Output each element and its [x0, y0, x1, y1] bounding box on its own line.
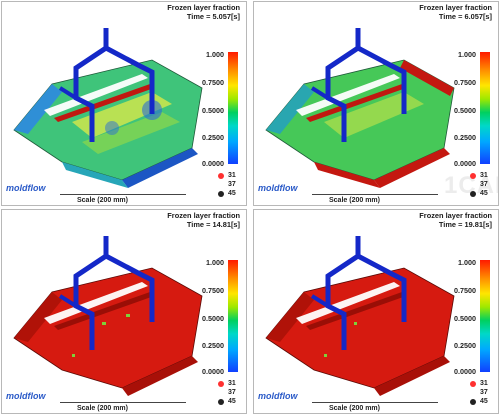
axis-value: 37	[228, 389, 236, 396]
result-title: Frozen layer fraction	[419, 211, 492, 220]
axis-dot-icon	[218, 173, 224, 179]
axis-value: 31	[480, 380, 488, 387]
legend-tick: 0.7500	[454, 78, 476, 87]
legend-tick: 0.5000	[454, 314, 476, 323]
legend-tick: 0.0000	[202, 367, 224, 376]
axis-value: 31	[228, 172, 236, 179]
scale-label: Scale (200 mm)	[329, 197, 380, 204]
scale-label: Scale (200 mm)	[329, 405, 380, 412]
legend-tick: 0.7500	[454, 286, 476, 295]
part-geometry	[265, 236, 455, 396]
legend-tick: 0.5000	[454, 106, 476, 115]
axis-value: 31	[480, 172, 488, 179]
axis-dot-icon	[470, 381, 476, 387]
part-geometry	[13, 28, 203, 188]
axis-dot-icon	[218, 381, 224, 387]
scale-label: Scale (200 mm)	[77, 197, 128, 204]
legend-tick: 0.0000	[454, 159, 476, 168]
result-title: Frozen layer fraction	[167, 3, 240, 12]
legend-tick: 1.000	[206, 258, 224, 267]
result-title: Frozen layer fraction	[419, 3, 492, 12]
orientation-triad: 31 37 45	[470, 380, 496, 412]
result-panel-1[interactable]: Frozen layer fraction Time = 5.057[s] 1.…	[1, 1, 247, 206]
axis-value: 45	[228, 398, 236, 405]
axis-dot-icon	[470, 399, 476, 405]
result-panel-2[interactable]: 1CAE.COM Frozen layer fraction Time = 6.…	[253, 1, 499, 206]
color-legend-bar	[228, 260, 238, 372]
legend-tick: 1.000	[206, 50, 224, 59]
legend-tick: 0.2500	[454, 341, 476, 350]
axis-dot-icon	[218, 191, 224, 197]
legend-tick: 0.2500	[202, 341, 224, 350]
color-legend-bar	[480, 260, 490, 372]
color-legend-bar	[480, 52, 490, 164]
time-label: Time = 6.057[s]	[438, 12, 492, 21]
axis-value: 37	[228, 181, 236, 188]
legend-tick: 0.5000	[202, 106, 224, 115]
moldflow-logo: moldflow	[6, 391, 46, 401]
axis-value: 37	[480, 181, 488, 188]
axis-value: 45	[480, 398, 488, 405]
axis-value: 45	[228, 190, 236, 197]
legend-tick: 0.7500	[202, 286, 224, 295]
moldflow-logo: moldflow	[258, 183, 298, 193]
axis-dot-icon	[470, 191, 476, 197]
part-geometry	[265, 28, 455, 188]
legend-tick: 1.000	[458, 50, 476, 59]
legend-tick: 0.2500	[454, 133, 476, 142]
result-title: Frozen layer fraction	[167, 211, 240, 220]
time-label: Time = 14.81[s]	[186, 220, 240, 229]
orientation-triad: 31 37 45	[218, 172, 244, 204]
axis-value: 45	[480, 190, 488, 197]
legend-tick: 0.7500	[202, 78, 224, 87]
orientation-triad: 31 37 45	[218, 380, 244, 412]
legend-tick: 0.0000	[202, 159, 224, 168]
legend-tick: 0.2500	[202, 133, 224, 142]
scale-line	[312, 194, 438, 195]
axis-value: 37	[480, 389, 488, 396]
axis-dot-icon	[470, 173, 476, 179]
scale-line	[312, 402, 438, 403]
time-label: Time = 19.81[s]	[438, 220, 492, 229]
result-panel-3[interactable]: Frozen layer fraction Time = 14.81[s] 1.…	[1, 209, 247, 414]
moldflow-logo: moldflow	[258, 391, 298, 401]
axis-value: 31	[228, 380, 236, 387]
scale-line	[60, 402, 186, 403]
scale-label: Scale (200 mm)	[77, 405, 128, 412]
legend-tick: 0.5000	[202, 314, 224, 323]
legend-tick: 0.0000	[454, 367, 476, 376]
moldflow-logo: moldflow	[6, 183, 46, 193]
time-label: Time = 5.057[s]	[186, 12, 240, 21]
legend-tick: 1.000	[458, 258, 476, 267]
axis-dot-icon	[218, 399, 224, 405]
color-legend-bar	[228, 52, 238, 164]
result-panel-4[interactable]: Frozen layer fraction Time = 19.81[s] 1.…	[253, 209, 499, 414]
scale-line	[60, 194, 186, 195]
orientation-triad: 31 37 45	[470, 172, 496, 204]
part-geometry	[13, 236, 203, 396]
